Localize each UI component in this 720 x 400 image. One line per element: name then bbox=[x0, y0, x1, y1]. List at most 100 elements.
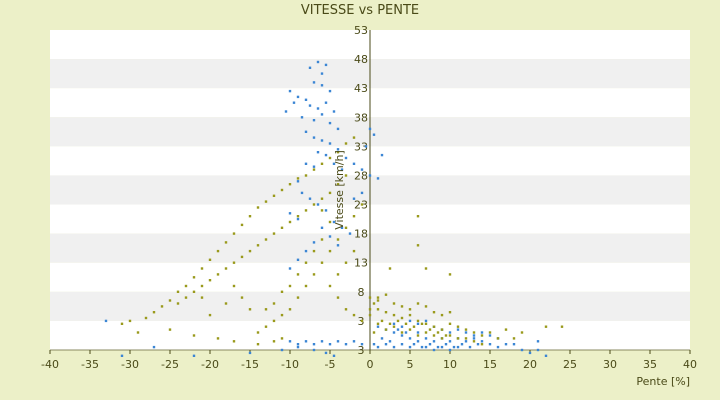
data-point-blue bbox=[324, 63, 328, 67]
data-point-blue bbox=[472, 337, 476, 340]
data-point-olive bbox=[256, 244, 260, 247]
data-point-olive bbox=[464, 337, 468, 340]
data-point-blue bbox=[352, 340, 356, 343]
data-point-blue bbox=[456, 345, 460, 349]
data-point-blue bbox=[340, 168, 344, 171]
data-point-blue bbox=[324, 209, 328, 212]
data-point-blue bbox=[324, 153, 328, 157]
x-tick-label: -20 bbox=[201, 358, 219, 371]
data-point-blue bbox=[304, 98, 308, 101]
data-point-olive bbox=[512, 337, 516, 340]
x-axis: -40 -35 -30 -25 -20 -15 -10 -5 0 5 10 15 20 25 30 35 40 bbox=[41, 350, 697, 371]
data-point-blue bbox=[544, 354, 548, 357]
x-tick-label: 25 bbox=[563, 358, 577, 371]
data-point-blue bbox=[312, 119, 316, 122]
data-point-olive bbox=[432, 311, 436, 314]
data-point-blue bbox=[304, 130, 308, 133]
data-point-blue bbox=[468, 345, 472, 349]
data-point-olive bbox=[216, 273, 220, 276]
y-tick-label: 18 bbox=[354, 228, 368, 241]
data-point-olive bbox=[368, 313, 372, 317]
data-point-olive bbox=[352, 249, 356, 253]
data-point-blue bbox=[320, 139, 324, 142]
data-point-blue bbox=[448, 331, 452, 334]
data-point-olive bbox=[396, 319, 400, 323]
data-point-olive bbox=[304, 284, 308, 288]
data-point-blue bbox=[312, 348, 316, 352]
data-point-blue bbox=[436, 345, 440, 349]
data-point-blue bbox=[320, 84, 324, 87]
y-tick-label: 48 bbox=[354, 53, 368, 66]
data-point-blue bbox=[464, 340, 468, 343]
data-point-blue bbox=[312, 81, 316, 84]
data-point-blue bbox=[296, 217, 300, 221]
data-point-blue bbox=[396, 328, 400, 331]
data-point-olive bbox=[328, 249, 332, 253]
data-point-blue bbox=[480, 331, 484, 334]
data-point-blue bbox=[320, 340, 324, 343]
data-point-olive bbox=[320, 162, 324, 165]
data-point-olive bbox=[264, 325, 268, 328]
data-point-olive bbox=[440, 328, 444, 331]
data-point-olive bbox=[280, 188, 284, 192]
data-point-blue bbox=[332, 220, 336, 224]
data-point-olive bbox=[304, 174, 308, 177]
data-point-blue bbox=[360, 168, 364, 171]
data-point-blue bbox=[488, 334, 492, 337]
data-point-blue bbox=[320, 72, 324, 75]
data-point-blue bbox=[296, 258, 300, 261]
data-point-olive bbox=[368, 308, 372, 311]
data-point-blue bbox=[320, 226, 324, 229]
data-point-olive bbox=[328, 191, 332, 195]
data-point-blue bbox=[528, 351, 532, 355]
data-point-blue bbox=[332, 110, 336, 113]
data-point-olive bbox=[416, 334, 420, 337]
x-tick-label: 20 bbox=[523, 358, 537, 371]
data-point-blue bbox=[464, 331, 468, 334]
data-point-olive bbox=[328, 220, 332, 224]
data-point-blue bbox=[336, 148, 340, 151]
data-point-olive bbox=[480, 334, 484, 337]
data-point-blue bbox=[328, 121, 332, 125]
x-tick-label: 0 bbox=[367, 358, 374, 371]
data-point-blue bbox=[304, 340, 308, 343]
data-point-blue bbox=[328, 89, 332, 93]
data-point-blue bbox=[372, 343, 376, 346]
data-point-blue bbox=[328, 235, 332, 238]
data-point-olive bbox=[272, 340, 276, 343]
data-point-olive bbox=[400, 316, 404, 320]
data-point-olive bbox=[160, 305, 164, 308]
data-point-olive bbox=[224, 241, 228, 244]
data-point-blue bbox=[512, 343, 516, 346]
data-point-olive bbox=[424, 305, 428, 308]
data-point-blue bbox=[408, 345, 412, 349]
x-tick-label: -30 bbox=[121, 358, 139, 371]
data-point-olive bbox=[288, 284, 292, 288]
data-point-olive bbox=[424, 267, 428, 270]
data-point-blue bbox=[404, 331, 408, 334]
data-point-blue bbox=[392, 345, 396, 349]
data-point-olive bbox=[232, 232, 236, 235]
data-point-blue bbox=[316, 60, 320, 64]
data-point-blue bbox=[376, 345, 380, 349]
data-point-olive bbox=[472, 331, 476, 334]
x-tick-label: 10 bbox=[443, 358, 457, 371]
data-point-olive bbox=[304, 261, 308, 264]
data-point-olive bbox=[200, 284, 204, 288]
data-point-blue bbox=[420, 345, 424, 349]
data-point-olive bbox=[388, 322, 392, 325]
data-point-olive bbox=[128, 319, 132, 323]
data-point-olive bbox=[296, 273, 300, 276]
data-point-blue bbox=[336, 127, 340, 131]
y-axis-ticks: 534843383328231813833 bbox=[354, 24, 368, 357]
data-point-olive bbox=[420, 322, 424, 325]
data-point-olive bbox=[360, 319, 364, 323]
data-point-olive bbox=[424, 322, 428, 325]
data-point-olive bbox=[416, 215, 420, 218]
data-point-olive bbox=[496, 337, 500, 340]
data-point-olive bbox=[416, 319, 420, 323]
data-point-olive bbox=[248, 249, 252, 253]
x-tick-label: -5 bbox=[325, 358, 336, 371]
data-point-olive bbox=[432, 334, 436, 337]
